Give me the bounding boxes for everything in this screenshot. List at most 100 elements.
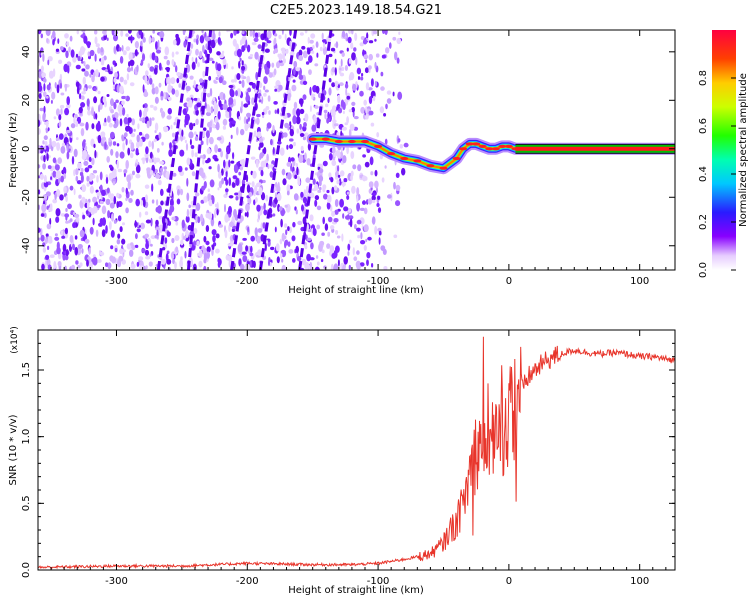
noise-speckle [338, 178, 342, 186]
noise-speckle [179, 149, 185, 157]
noise-speckle [194, 192, 200, 197]
noise-speckle [348, 215, 354, 220]
noise-speckle [186, 192, 190, 202]
noise-speckle [189, 94, 194, 99]
noise-speckle [129, 249, 134, 257]
noise-speckle [241, 45, 245, 53]
noise-speckle [328, 53, 333, 58]
noise-speckle [293, 101, 298, 109]
noise-speckle [161, 141, 164, 146]
noise-speckle [47, 245, 50, 250]
noise-speckle [212, 30, 215, 35]
noise-speckle [171, 237, 175, 244]
noise-speckle [371, 192, 377, 196]
noise-speckle [171, 51, 175, 58]
noise-speckle [286, 184, 291, 193]
noise-speckle [367, 65, 372, 70]
noise-speckle [241, 60, 244, 66]
noise-speckle [316, 261, 320, 266]
noise-speckle [289, 30, 292, 36]
noise-speckle [347, 251, 350, 256]
signal-point [498, 144, 507, 148]
noise-speckle [290, 157, 295, 162]
noise-speckle [59, 82, 63, 89]
noise-speckle [273, 101, 278, 105]
noise-speckle [309, 86, 312, 96]
noise-speckle [351, 186, 355, 192]
noise-speckle [256, 204, 261, 212]
noise-speckle [232, 152, 235, 160]
noise-speckle [111, 30, 115, 36]
noise-speckle [348, 30, 352, 34]
noise-speckle [89, 185, 94, 194]
noise-speckle [322, 160, 328, 167]
noise-speckle [44, 260, 47, 269]
noise-speckle [211, 244, 215, 251]
spectrogram-xlabel: Height of straight line (km) [288, 285, 424, 296]
noise-speckle [239, 57, 242, 62]
noise-speckle [218, 224, 223, 228]
noise-speckle [154, 96, 159, 104]
noise-speckle [354, 223, 357, 230]
noise-speckle [221, 177, 225, 185]
noise-speckle [302, 136, 306, 141]
noise-speckle [112, 181, 116, 186]
noise-speckle [138, 131, 143, 136]
noise-speckle [38, 30, 42, 35]
noise-speckle [329, 245, 335, 253]
noise-speckle [66, 151, 70, 160]
noise-speckle [272, 146, 275, 155]
noise-speckle [317, 189, 322, 193]
noise-speckle [365, 238, 368, 243]
noise-speckle [296, 256, 302, 262]
noise-speckle [116, 201, 119, 209]
noise-speckle [262, 114, 265, 119]
noise-speckle [255, 159, 259, 168]
noise-speckle [350, 170, 354, 177]
noise-speckle [304, 244, 308, 250]
noise-speckle [222, 118, 228, 126]
noise-speckle [235, 90, 238, 97]
noise-speckle [165, 171, 170, 180]
noise-speckle [333, 218, 339, 223]
noise-speckle [341, 66, 345, 72]
noise-speckle [288, 144, 294, 150]
noise-speckle [229, 88, 234, 97]
noise-speckle [333, 152, 337, 158]
noise-speckle [322, 185, 326, 193]
noise-speckle [67, 65, 70, 74]
noise-speckle [86, 259, 89, 267]
noise-speckle [121, 100, 125, 106]
noise-speckle [217, 110, 221, 120]
noise-speckle [97, 47, 101, 54]
noise-speckle [193, 227, 198, 234]
noise-speckle [298, 49, 303, 56]
noise-speckle [214, 116, 219, 124]
drift-line [156, 30, 193, 270]
noise-speckle [51, 140, 57, 148]
noise-speckle [121, 107, 126, 116]
noise-speckle [286, 161, 292, 167]
noise-speckle [335, 171, 339, 178]
noise-speckle [52, 157, 57, 164]
noise-speckle [281, 264, 287, 270]
noise-speckle [155, 174, 161, 179]
noise-speckle [109, 221, 112, 230]
noise-speckle [226, 30, 229, 33]
noise-speckle [252, 30, 256, 38]
noise-speckle [231, 120, 236, 125]
noise-speckle [67, 203, 72, 210]
noise-speckle [208, 166, 212, 170]
noise-speckle [356, 250, 360, 255]
snr-ylabel: SNR (10 * v/v) [8, 414, 19, 485]
noise-speckle [386, 98, 392, 104]
noise-speckle [122, 50, 127, 56]
noise-speckle [142, 37, 146, 43]
noise-speckle [295, 67, 301, 72]
noise-speckle [351, 106, 356, 113]
noise-speckle [159, 31, 165, 38]
noise-speckle [362, 154, 366, 158]
noise-speckle [395, 172, 400, 178]
noise-speckle [343, 178, 348, 183]
noise-speckle [114, 111, 119, 119]
